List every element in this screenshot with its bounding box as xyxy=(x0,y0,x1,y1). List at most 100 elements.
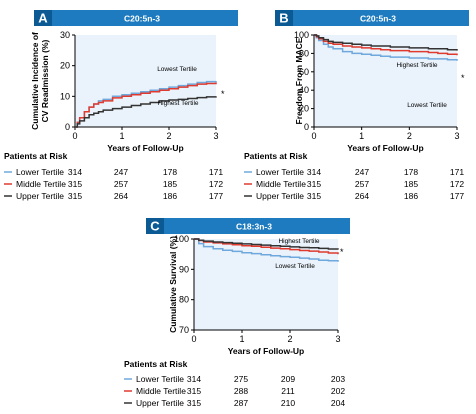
panel-b-x-axis-label: Years of Follow-Up xyxy=(347,143,424,153)
panel-a-risk-row-label: Lower Tertile xyxy=(16,167,64,177)
panel-c-risk-value: 288 xyxy=(234,386,248,396)
panel-b-risk-value: 257 xyxy=(355,179,369,189)
panel-c-x-axis-label: Years of Follow-Up xyxy=(228,346,305,356)
panel-c-risk-value: 211 xyxy=(281,386,295,396)
panel-b-risk-value: 314 xyxy=(307,167,321,177)
panel-c-risk-row-label: Middle Tertile xyxy=(136,386,186,396)
panel-a-y-axis-label: CV Readmission (%) xyxy=(40,40,50,123)
panel-a-risk-value: 247 xyxy=(114,167,128,177)
panel-b-risk-value: 185 xyxy=(404,179,418,189)
panel-b-series-lower-tertile-line xyxy=(314,34,458,61)
panel-c-series-label-lower: Lowest Tertile xyxy=(275,263,315,270)
panel-b-risk-value: 177 xyxy=(450,191,464,201)
panel-a-risk-value: 315 xyxy=(68,191,82,201)
panel-a-x-tick-label: 2 xyxy=(166,131,171,141)
panel-a-significance-marker: * xyxy=(221,89,225,99)
panel-c-y-tick-label: 90 xyxy=(179,264,189,274)
panel-c-x-tick-label: 2 xyxy=(287,334,292,344)
panel-c-x-tick-label: 1 xyxy=(239,334,244,344)
panel-a-series-label-upper: Highest Tertile xyxy=(157,100,198,107)
panel-b-y-tick-label: 80 xyxy=(299,48,309,58)
panel-b-x-tick-label: 1 xyxy=(359,131,364,141)
panel-b-risk-value: 264 xyxy=(355,191,369,201)
panel-c-letter: C xyxy=(150,219,160,234)
panel-c-risk-row-label: Upper Tertile xyxy=(136,398,184,408)
panel-a-risk-row-label: Middle Tertile xyxy=(16,179,66,189)
panel-b-risk-value: 186 xyxy=(404,191,418,201)
panel-b-series-label-upper: Highest Tertile xyxy=(396,62,437,69)
panel-c-series-label-upper: Highest Tertile xyxy=(278,238,319,245)
panel-c-x-tick-label: 0 xyxy=(191,334,196,344)
panel-c-risk-value: 210 xyxy=(281,398,295,408)
panel-b-letter: B xyxy=(279,11,288,26)
panel-c-series-lower-tertile-line xyxy=(194,238,339,262)
panel-a-x-tick-label: 3 xyxy=(213,131,218,141)
panel-c-risk-value: 287 xyxy=(234,398,248,408)
panel-a-y-tick-label: 20 xyxy=(60,61,70,71)
panel-b-risk-value: 171 xyxy=(450,167,464,177)
panel-c-y-tick-label: 70 xyxy=(179,325,189,335)
panel-b-y-tick-label: 60 xyxy=(299,67,309,77)
panel-b-series-label-lower: Lowest Tertile xyxy=(407,102,447,109)
panel-b-title: C20:5n-3 xyxy=(360,14,396,24)
panel-a-letter-box xyxy=(34,10,52,26)
panel-c-risk-value: 204 xyxy=(331,398,345,408)
panel-b-risk-row-label: Upper Tertile xyxy=(256,191,304,201)
panel-b-risk-value: 172 xyxy=(450,179,464,189)
panel-c-risk-value: 315 xyxy=(187,386,201,396)
panel-b-y-axis-label: Freedom From MACE xyxy=(294,37,304,124)
panel-c-series-upper-tertile-line xyxy=(194,238,339,250)
panel-a-x-tick-label: 1 xyxy=(119,131,124,141)
panel-c-y-axis-label: Cumulative Survival (%) xyxy=(168,236,178,333)
panel-a-risk-value: 257 xyxy=(114,179,128,189)
panel-c-risk-value: 314 xyxy=(187,374,201,384)
panel-a-letter: A xyxy=(38,11,48,26)
panel-c-y-tick-label: 100 xyxy=(174,234,189,244)
panel-b-y-tick-label: 100 xyxy=(294,30,309,40)
panel-a-series-upper-tertile-line xyxy=(75,96,217,128)
panel-b-risk-value: 247 xyxy=(355,167,369,177)
panel-a-x-axis-label: Years of Follow-Up xyxy=(107,143,184,153)
panel-b-y-tick-label: 0 xyxy=(304,122,309,132)
panel-c-plot-area xyxy=(194,239,338,330)
panel-a-risk-value: 264 xyxy=(114,191,128,201)
panel-a-risk-value: 172 xyxy=(209,179,223,189)
panel-a-risk-value: 185 xyxy=(163,179,177,189)
panel-c-y-tick-label: 80 xyxy=(179,295,189,305)
panel-b-x-tick-label: 3 xyxy=(454,131,459,141)
panel-b-risk-row-label: Middle Tertile xyxy=(256,179,306,189)
panel-b-x-tick-label: 0 xyxy=(311,131,316,141)
panel-a-series-label-lower: Lowest Tertile xyxy=(157,66,197,73)
panel-b-risk-value: 315 xyxy=(307,191,321,201)
panel-a-y-tick-label: 0 xyxy=(65,122,70,132)
panel-a-risk-value: 314 xyxy=(68,167,82,177)
panel-b-series-upper-tertile-line xyxy=(314,34,458,51)
panel-c-title-banner xyxy=(146,218,350,234)
panel-a-title: C20:5n-3 xyxy=(124,14,160,24)
panel-c-title: C18:3n-3 xyxy=(236,222,272,232)
panel-b-series-middle-tertile-line xyxy=(314,34,458,56)
panel-b-risk-value: 178 xyxy=(404,167,418,177)
panel-c-risk-row-label: Lower Tertile xyxy=(136,374,184,384)
panel-a-risk-value: 315 xyxy=(68,179,82,189)
panel-c-risk-title: Patients at Risk xyxy=(124,359,188,369)
panel-c-risk-value: 202 xyxy=(331,386,345,396)
panel-b-risk-value: 315 xyxy=(307,179,321,189)
panel-c-risk-value: 209 xyxy=(281,374,295,384)
panel-b-risk-title: Patients at Risk xyxy=(244,151,308,161)
panel-a-risk-value: 177 xyxy=(209,191,223,201)
panel-a-y-axis-label: Cumulative Incidence of xyxy=(30,32,40,130)
panel-c-letter-box xyxy=(146,218,164,234)
panel-a-series-middle-tertile-line xyxy=(75,82,217,128)
panel-b-y-tick-label: 40 xyxy=(299,85,309,95)
panel-a-risk-title: Patients at Risk xyxy=(4,151,68,161)
panel-c-risk-value: 203 xyxy=(331,374,345,384)
panel-a-x-tick-label: 0 xyxy=(72,131,77,141)
panel-c-significance-marker: * xyxy=(340,247,344,257)
panel-c-x-tick-label: 3 xyxy=(335,334,340,344)
panel-a-y-tick-label: 10 xyxy=(60,91,70,101)
panel-a-risk-value: 186 xyxy=(163,191,177,201)
panel-c-risk-value: 275 xyxy=(234,374,248,384)
panel-c-risk-value: 315 xyxy=(187,398,201,408)
